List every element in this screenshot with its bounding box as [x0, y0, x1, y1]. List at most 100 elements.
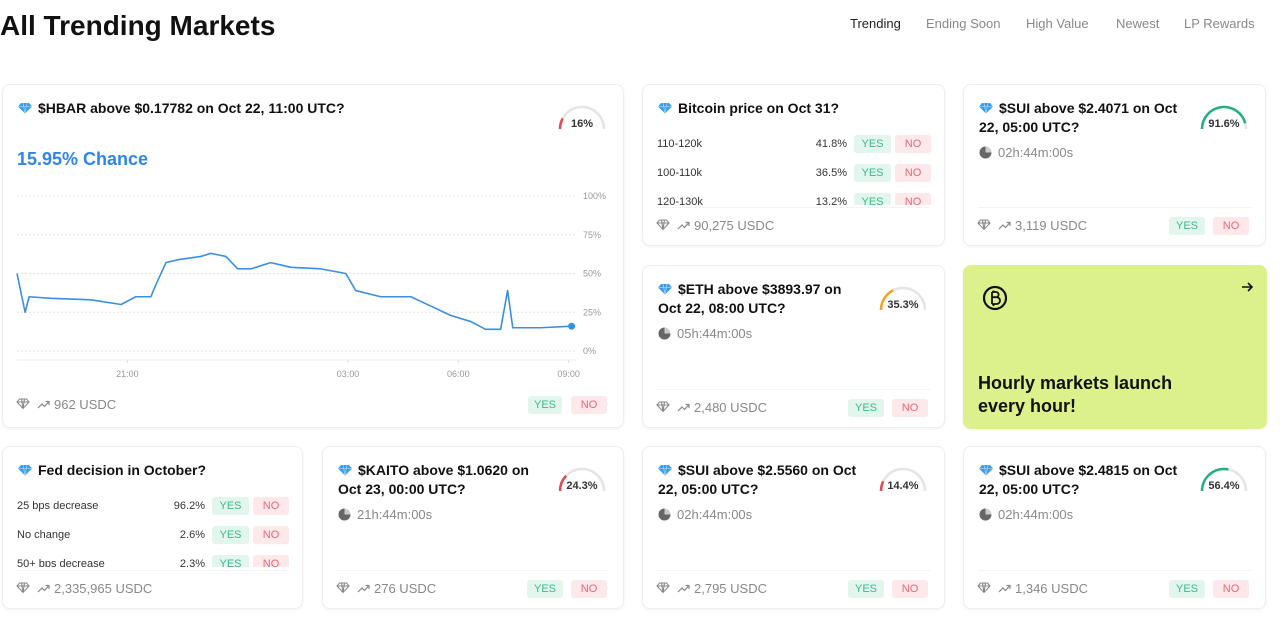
timer-icon [338, 508, 351, 521]
market-icon [979, 102, 993, 114]
market-card: $SUI above $2.4071 on Oct 22, 05:00 UTC?… [963, 84, 1266, 246]
yes-button[interactable]: YES [212, 526, 249, 544]
footer: 2,335,965 USDC [16, 581, 152, 597]
outcomes: 110-120k 41.8% YES NO 100-110k 36.5% YES NO 120-… [657, 133, 946, 205]
market-card: $KAITO above $1.0620 on Oct 23, 00:00 UT… [322, 446, 624, 609]
no-button[interactable]: NO [1213, 217, 1249, 235]
gauge [1200, 105, 1248, 130]
no-button[interactable]: NO [895, 164, 931, 182]
timer-text: 02h:44m:00s [998, 145, 1074, 160]
liquidity-icon [16, 398, 50, 410]
no-button[interactable]: NO [895, 193, 931, 205]
yes-button[interactable]: YES [848, 399, 884, 417]
yes-button[interactable]: YES [528, 396, 562, 414]
market-icon [658, 464, 672, 476]
gauge-arc [558, 474, 568, 492]
liquidity-icon [977, 219, 1011, 231]
diamond [658, 103, 672, 114]
diamond [338, 465, 352, 476]
divider [978, 570, 1251, 571]
timer-wedge [658, 508, 671, 521]
liquidity-icon [656, 219, 690, 231]
tab[interactable]: Newest [1116, 16, 1160, 31]
no-button[interactable]: NO [895, 135, 931, 153]
volume: 2,480 USDC [694, 400, 767, 415]
timer-icon [979, 146, 992, 159]
yes-button[interactable]: YES [848, 580, 884, 598]
outcome-row: 100-110k 36.5% YES NO [657, 162, 946, 184]
y-tick-label: 0% [583, 346, 596, 356]
timer: 05h:44m:00s [658, 326, 752, 341]
market-title-text: $ETH above $3893.97 on Oct 22, 08:00 UTC… [658, 281, 842, 316]
diamond-shine [18, 102, 32, 114]
diamond-outline [336, 582, 350, 594]
no-button[interactable]: NO [571, 580, 607, 598]
tab[interactable]: High Value [1026, 16, 1089, 31]
gauge-label: 91.6% [1208, 118, 1240, 130]
market-icon [18, 102, 32, 114]
footer: 90,275 USDC [656, 218, 774, 234]
trend-icon [677, 403, 690, 412]
diamond-outline [977, 219, 991, 231]
gauge-label: 16% [570, 118, 594, 130]
price-chart: 0% 25% 50% 75% 100% 21:00 03:00 06:00 09:00 [16, 191, 606, 379]
diamond-outline [656, 582, 670, 594]
diamond-outline [16, 582, 30, 594]
yes-button[interactable]: YES [1169, 580, 1205, 598]
tab[interactable]: Ending Soon [926, 16, 1001, 31]
market-card: $ETH above $3893.97 on Oct 22, 08:00 UTC… [642, 265, 945, 428]
no-button[interactable]: NO [253, 497, 289, 515]
tab[interactable]: Trending [850, 16, 901, 31]
diamond-shine [979, 102, 993, 114]
yes-button[interactable]: YES [212, 497, 249, 515]
diamond-shine [658, 102, 672, 114]
yes-button[interactable]: YES [854, 164, 891, 182]
yes-button[interactable]: YES [854, 193, 891, 205]
market-title-text: Fed decision in October? [38, 462, 207, 478]
timer: 02h:44m:00s [979, 145, 1073, 160]
timer-text: 21h:44m:00s [357, 507, 433, 522]
outcome-row: 25 bps decrease 96.2% YES NO [17, 495, 304, 517]
divider [657, 389, 930, 390]
outcome-label: 50+ bps decrease [17, 558, 105, 567]
market-title: Bitcoin price on Oct 31? [658, 99, 931, 118]
gauge [1200, 467, 1248, 492]
outcome-row: 110-120k 41.8% YES NO [657, 133, 946, 155]
divider [337, 570, 609, 571]
gauge [558, 467, 606, 492]
no-button[interactable]: NO [892, 399, 928, 417]
divider [657, 570, 930, 571]
yes-button[interactable]: YES [854, 135, 891, 153]
y-tick-label: 100% [583, 191, 606, 201]
diamond [979, 103, 993, 114]
footer: 1,346 USDC [977, 581, 1088, 597]
yes-button[interactable]: YES [527, 580, 563, 598]
no-button[interactable]: NO [253, 526, 289, 544]
footer: 2,480 USDC [656, 400, 767, 416]
market-icon [979, 464, 993, 476]
no-button[interactable]: NO [1213, 580, 1249, 598]
y-tick-label: 50% [583, 269, 601, 279]
market-title-text: $SUI above $2.5560 on Oct 22, 05:00 UTC? [658, 462, 857, 497]
footer: 2,795 USDC [656, 581, 767, 597]
market-title: $KAITO above $1.0620 on Oct 23, 00:00 UT… [338, 461, 538, 499]
timer-wedge [658, 327, 671, 340]
outcome-probability: 13.2% [815, 196, 847, 205]
market-title-text: $SUI above $2.4815 on Oct 22, 05:00 UTC? [979, 462, 1178, 497]
no-button[interactable]: NO [571, 396, 607, 414]
x-tick-label: 09:00 [557, 369, 580, 379]
yes-button[interactable]: YES [212, 555, 249, 567]
no-button[interactable]: NO [892, 580, 928, 598]
market-card: $SUI above $2.4815 on Oct 22, 05:00 UTC?… [963, 446, 1266, 609]
yes-button[interactable]: YES [1169, 217, 1205, 235]
timer-icon [658, 508, 671, 521]
no-button[interactable]: NO [253, 555, 289, 567]
liquidity-icon [656, 582, 690, 594]
volume: 1,346 USDC [1015, 581, 1088, 596]
arrow-icon[interactable] [1240, 280, 1254, 294]
gauge-label: 14.4% [887, 480, 919, 492]
market-card: Fed decision in October? 25 bps decrease 9… [2, 446, 303, 609]
tab[interactable]: LP Rewards [1184, 16, 1255, 31]
x-tick-label: 03:00 [337, 369, 360, 379]
